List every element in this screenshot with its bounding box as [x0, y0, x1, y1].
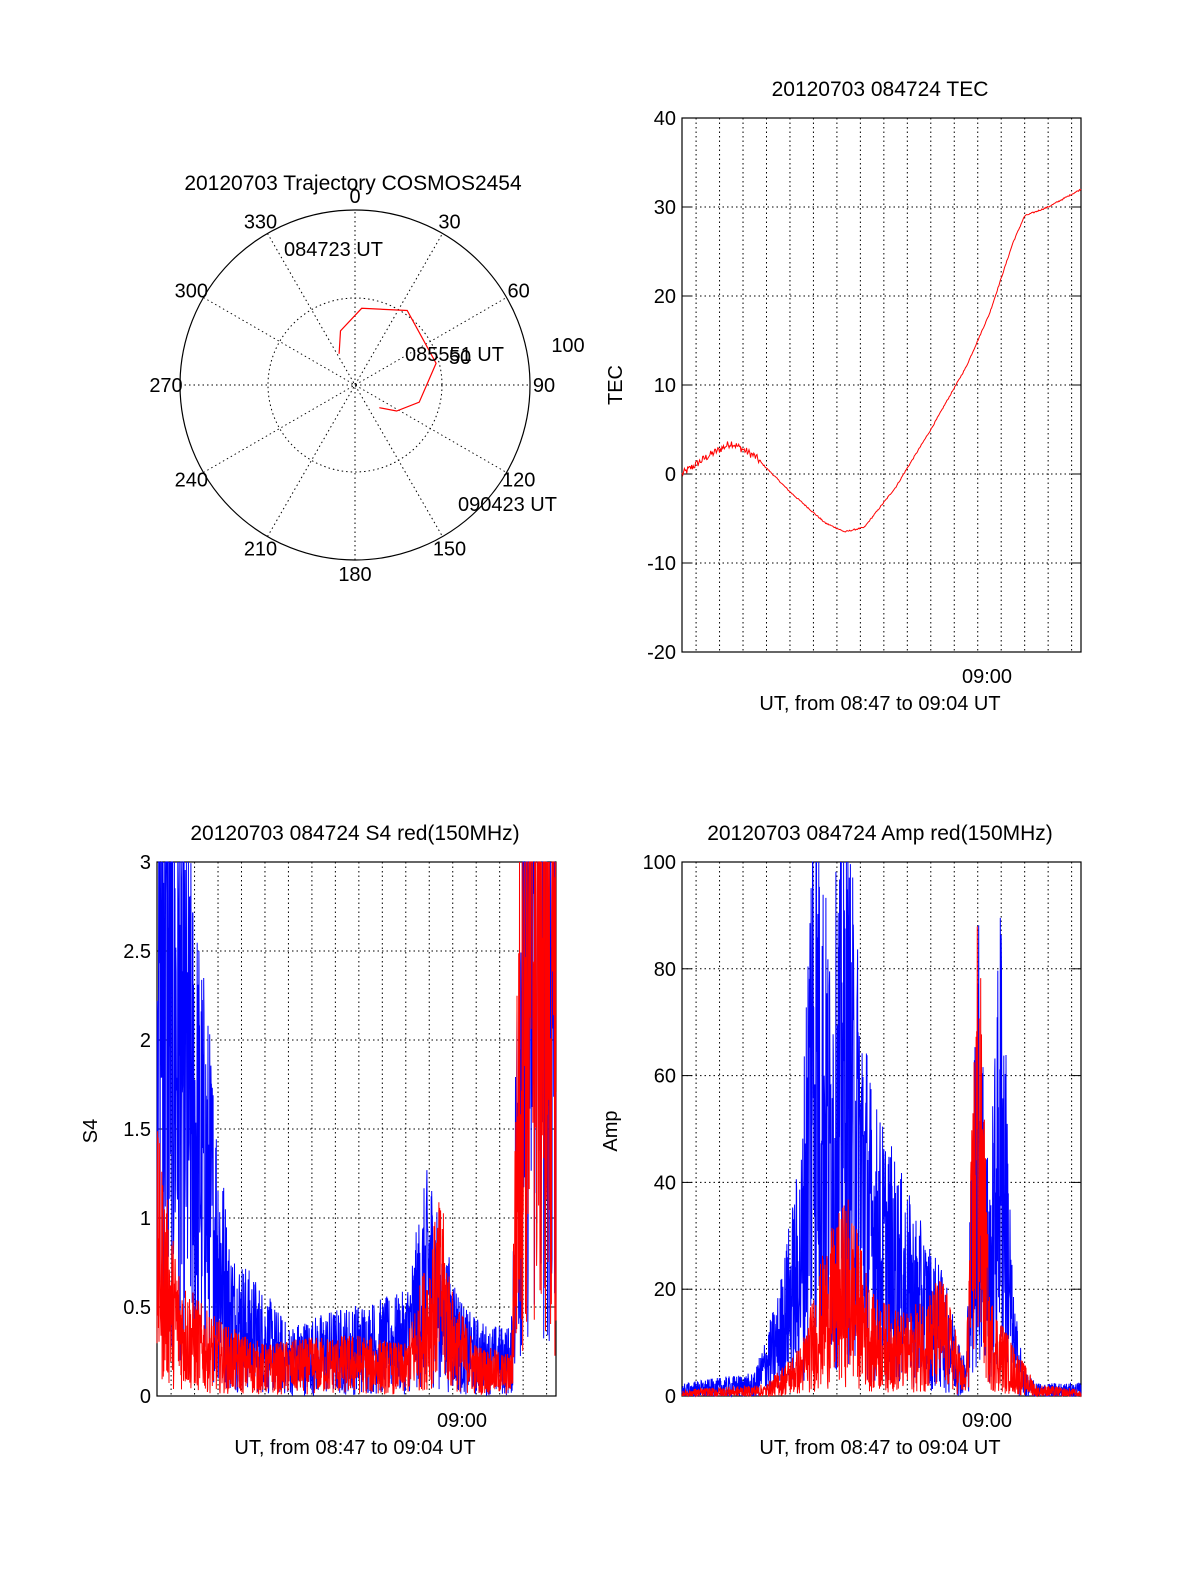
polar-radial-label-50: 50: [449, 347, 471, 369]
amp-y-tick-label: 80: [654, 959, 676, 981]
polar-angle-label: 0: [349, 186, 360, 208]
tec-series: [681, 188, 1082, 533]
polar-inner-ring: [267, 297, 443, 473]
amp-y-tick-label: 20: [654, 1279, 676, 1301]
amp-x-tick-label: 09:00: [962, 1410, 1012, 1432]
amp-y-axis-label: Amp: [600, 1110, 622, 1151]
amp-y-tick-label: 0: [665, 1386, 676, 1408]
amp-series-line: [681, 861, 1082, 1398]
polar-angle-labels: 0 30 60 90 120 150 180 210 240 270 300 330: [149, 186, 555, 586]
amp-panel: 20120703 084724 Amp red(150MHz) 0 20 40 60 8…: [600, 822, 1082, 1459]
s4-title: 20120703 084724 S4 red(150MHz): [190, 822, 519, 845]
polar-angle-label: 210: [244, 539, 277, 561]
tec-grid: [682, 118, 1081, 652]
s4-y-axis-label: S4: [80, 1119, 102, 1143]
polar-angle-label: 60: [508, 281, 530, 303]
amp-y-tick-label: 60: [654, 1066, 676, 1088]
amp-y-tick-label: 100: [643, 852, 676, 874]
tec-title: 20120703 084724 TEC: [772, 78, 989, 101]
amp-x-axis-label: UT, from 08:47 to 09:04 UT: [759, 1437, 1000, 1459]
polar-angle-label: 270: [149, 375, 182, 397]
polar-angle-label: 300: [175, 281, 208, 303]
s4-y-tick-label: 1: [140, 1208, 151, 1230]
s4-x-axis-label: UT, from 08:47 to 09:04 UT: [234, 1437, 475, 1459]
amp-grid: [682, 862, 1081, 1396]
tec-y-tick-label: 40: [654, 108, 676, 130]
tec-series-line: [681, 188, 1082, 533]
polar-angle-label: 30: [438, 211, 460, 233]
s4-y-tick-label: 3: [140, 852, 151, 874]
polar-annotation-mid: 085551 UT: [405, 344, 504, 366]
tec-y-tick-label: 20: [654, 286, 676, 308]
polar-radial-label-100: 100: [551, 335, 584, 357]
tec-y-tick-label: 0: [665, 464, 676, 486]
amp-plot-frame: [681, 861, 1082, 1397]
polar-angle-label: 180: [338, 564, 371, 586]
polar-trajectory-line: [338, 307, 437, 412]
amp-series-line: [681, 926, 1082, 1398]
tec-panel: 20120703 084724 TEC -20 -10 0 10 20 30 40 09:0…: [605, 78, 1082, 715]
polar-angle-label: 150: [433, 539, 466, 561]
tec-y-tick-label: 10: [654, 375, 676, 397]
polar-panel: 20120703 Trajectory COSMOS2454 0 30 60 90 12…: [149, 172, 584, 586]
polar-angle-label: 90: [533, 375, 555, 397]
tec-x-tick-label: 09:00: [962, 666, 1012, 688]
polar-angle-label: 240: [175, 470, 208, 492]
polar-annotation-start: 084723 UT: [284, 239, 383, 261]
polar-annotation-end: 090423 UT: [458, 494, 557, 516]
s4-y-tick-label: 0: [140, 1386, 151, 1408]
amp-y-tick-label: 40: [654, 1172, 676, 1194]
s4-x-tick-label: 09:00: [437, 1410, 487, 1432]
amp-title: 20120703 084724 Amp red(150MHz): [707, 822, 1053, 845]
s4-y-tick-label: 0.5: [123, 1297, 151, 1319]
tec-y-axis-label: TEC: [605, 365, 627, 405]
tec-y-tick-label: -10: [647, 553, 676, 575]
tec-x-axis-label: UT, from 08:47 to 09:04 UT: [759, 693, 1000, 715]
s4-series: [156, 861, 557, 1396]
s4-y-tick-label: 1.5: [123, 1119, 151, 1141]
amp-series: [681, 861, 1082, 1398]
tec-y-tick-label: 30: [654, 197, 676, 219]
s4-series-line: [156, 861, 557, 1395]
polar-angle-label: 120: [502, 470, 535, 492]
s4-y-tick-label: 2.5: [123, 941, 151, 963]
tec-y-ticks: -20 -10 0 10 20 30 40: [647, 108, 1081, 664]
s4-panel: 20120703 084724 S4 red(150MHz) 0 0.5 1 1.5 2…: [80, 822, 557, 1459]
polar-angle-label: 330: [244, 211, 277, 233]
polar-title: 20120703 Trajectory COSMOS2454: [184, 172, 522, 195]
tec-y-tick-label: -20: [647, 642, 676, 664]
amp-y-ticks: 0 20 40 60 80 100: [643, 852, 1081, 1408]
s4-y-tick-label: 2: [140, 1030, 151, 1052]
